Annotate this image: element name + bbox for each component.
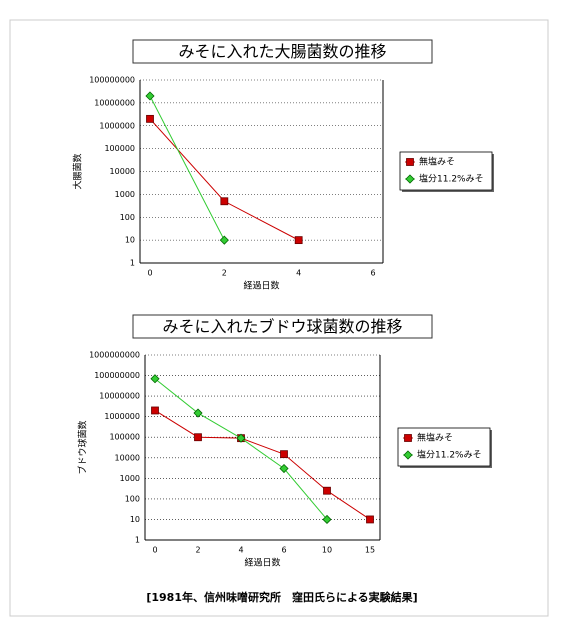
marker <box>145 91 155 101</box>
y-tick-label: 100000000 <box>94 371 140 380</box>
marker <box>279 463 289 474</box>
x-tick-label: 6 <box>370 269 375 278</box>
series-line <box>154 410 371 520</box>
y-tick-label: 10000 <box>110 167 135 176</box>
marker <box>194 433 202 442</box>
y-tick-label: 10000000 <box>99 392 140 401</box>
marker <box>294 236 303 245</box>
x-axis-label: 経過日数 <box>243 280 279 292</box>
legend-label: 無塩みそ <box>419 156 455 168</box>
marker <box>405 174 415 184</box>
marker <box>406 158 414 166</box>
x-tick-label: 0 <box>152 546 157 555</box>
legend-label: 無塩みそ <box>417 432 453 444</box>
marker <box>322 514 332 525</box>
y-tick-label: 1 <box>130 259 135 268</box>
x-tick-label: 10 <box>322 546 332 555</box>
y-tick-label: 1000000 <box>99 121 135 130</box>
x-tick-label: 0 <box>147 269 152 278</box>
y-tick-label: 1000 <box>115 190 135 199</box>
x-axis-label: 経過日数 <box>244 557 280 569</box>
legend <box>397 427 491 467</box>
y-axis-label: 大腸菌数 <box>72 153 84 189</box>
marker <box>220 197 229 206</box>
legend-label: 塩分11.2%みそ <box>417 449 482 461</box>
y-tick-label: 1000 <box>120 474 140 483</box>
y-tick-label: 10000000 <box>94 98 135 107</box>
marker <box>151 406 159 415</box>
x-tick-label: 6 <box>281 546 286 555</box>
marker <box>403 450 413 460</box>
legend <box>399 151 493 191</box>
y-tick-label: 100000 <box>104 144 135 153</box>
chart-title: みそに入れたブドウ球菌数の推移 <box>162 317 402 336</box>
marker <box>193 408 203 418</box>
series-line <box>149 95 225 241</box>
y-tick-label: 100 <box>120 213 135 222</box>
title-box <box>132 314 433 339</box>
x-tick-label: 4 <box>296 269 301 278</box>
y-tick-label: 100 <box>125 494 140 503</box>
y-tick-label: 10 <box>130 515 140 524</box>
x-tick-label: 2 <box>195 546 200 555</box>
marker <box>280 450 288 459</box>
x-tick-label: 2 <box>222 269 227 278</box>
x-tick-label: 15 <box>365 546 375 555</box>
plot-area <box>145 355 380 540</box>
plot-area <box>140 80 383 263</box>
y-tick-label: 100000 <box>109 433 140 442</box>
y-tick-label: 1000000 <box>104 412 140 421</box>
title-box <box>132 39 433 64</box>
y-tick-label: 10000 <box>115 453 140 462</box>
marker <box>236 433 246 443</box>
x-tick-label: 4 <box>238 546 243 555</box>
y-tick-label: 1 <box>135 536 140 545</box>
y-axis-label: ブドウ球菌数 <box>77 420 89 474</box>
y-tick-label: 10 <box>125 236 135 245</box>
legend-label: 塩分11.2%みそ <box>419 173 484 185</box>
marker <box>323 486 331 495</box>
y-tick-label: 100000000 <box>89 76 135 85</box>
chart-title: みそに入れた大腸菌数の推移 <box>178 42 386 61</box>
marker <box>219 235 229 245</box>
caption: [1981年、信州味噌研究所 窪田氏らによる実験結果] <box>146 590 417 604</box>
marker <box>404 434 412 442</box>
marker <box>150 374 160 384</box>
marker <box>146 114 154 123</box>
marker <box>366 515 374 524</box>
y-tick-label: 1000000000 <box>89 351 140 360</box>
